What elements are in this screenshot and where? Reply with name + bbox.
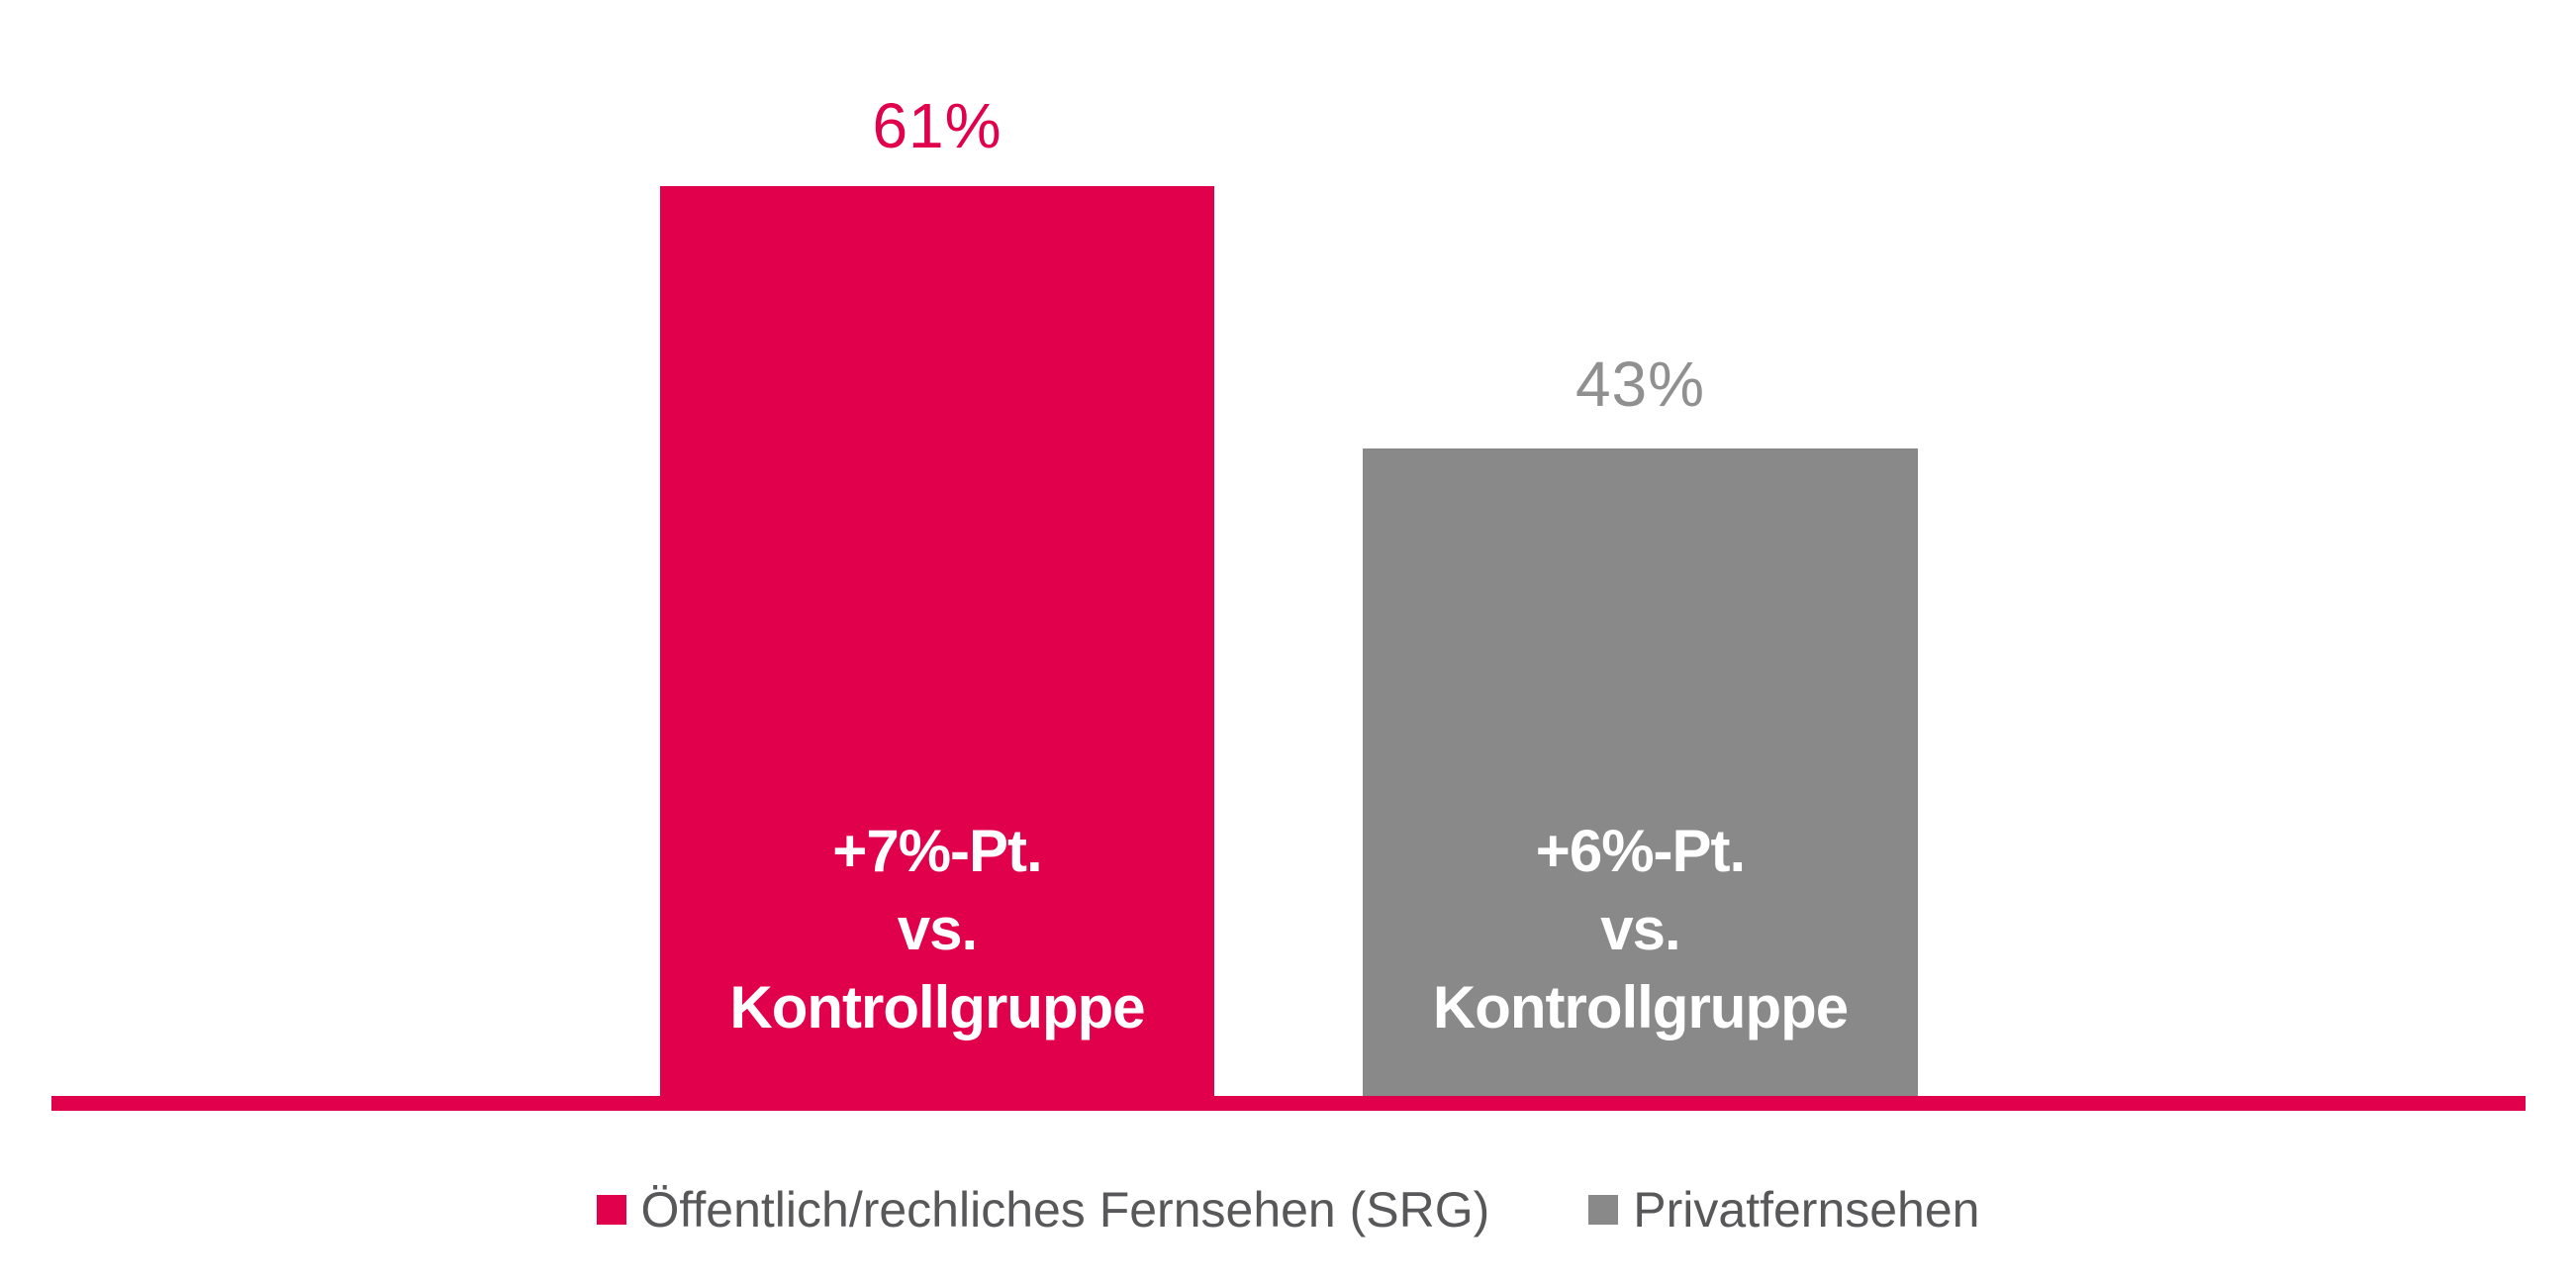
legend-item-srg: Öffentlich/rechliches Fernsehen (SRG) <box>596 1181 1490 1238</box>
annotation-line-3: Kontrollgruppe <box>1432 974 1849 1040</box>
legend-swatch-privatfernsehen <box>1588 1195 1619 1225</box>
bar-value-label-srg: 61% <box>872 90 1002 161</box>
bar-privat: +6%-Pt. vs. Kontrollgruppe <box>1363 448 1918 1096</box>
chart-legend: Öffentlich/rechliches Fernsehen (SRG) Pr… <box>0 1180 2576 1239</box>
bar-annotation-srg: +7%-Pt. vs. Kontrollgruppe <box>660 812 1214 1046</box>
annotation-line-1: +7%-Pt. <box>832 818 1042 884</box>
annotation-line-2: vs. <box>1600 896 1680 962</box>
legend-label-srg: Öffentlich/rechliches Fernsehen (SRG) <box>640 1181 1490 1238</box>
bar-srg: +7%-Pt. vs. Kontrollgruppe <box>660 186 1214 1096</box>
bar-value-label-privat: 43% <box>1574 348 1706 420</box>
legend-swatch-srg <box>596 1195 626 1225</box>
legend-item-privatfernsehen: Privatfernsehen <box>1588 1181 1980 1238</box>
annotation-line-1: +6%-Pt. <box>1535 818 1746 884</box>
legend-label-privatfernsehen: Privatfernsehen <box>1633 1181 1980 1238</box>
annotation-line-2: vs. <box>897 896 978 962</box>
annotation-line-3: Kontrollgruppe <box>729 974 1145 1040</box>
bar-annotation-privat: +6%-Pt. vs. Kontrollgruppe <box>1363 812 1918 1046</box>
x-axis-baseline <box>51 1096 2526 1111</box>
